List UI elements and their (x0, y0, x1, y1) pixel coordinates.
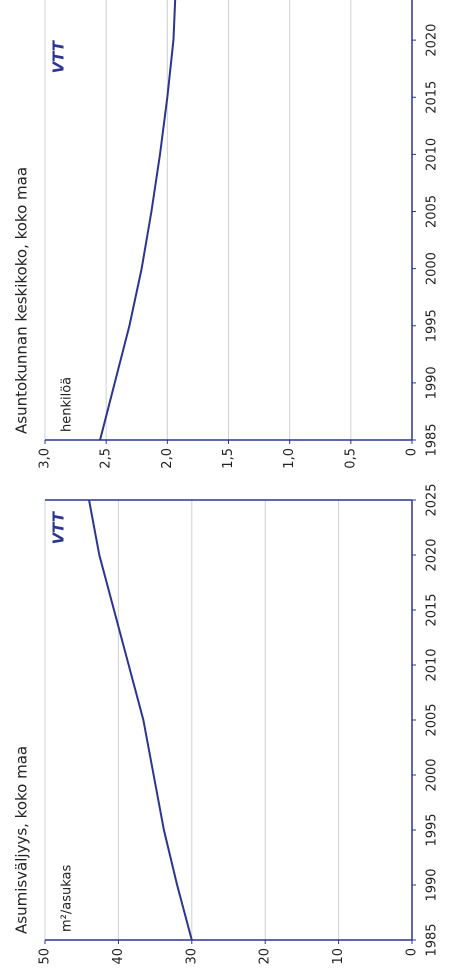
y-tick-label: 0 (405, 448, 420, 456)
logo: VTT (50, 39, 68, 73)
x-tick-label: 2020 (425, 24, 440, 57)
y-tick-label: 30 (184, 948, 199, 965)
line-series (99, 0, 177, 441)
x-tick-label: 1995 (425, 309, 440, 342)
x-tick-label: 1985 (425, 923, 440, 956)
y-tick-label: 20 (258, 948, 273, 965)
y-tick-label: 2,0 (160, 448, 175, 469)
x-tick-label: 2015 (425, 593, 440, 626)
y-tick-label: 3,0 (38, 448, 53, 469)
y-tick-label: 2,5 (99, 448, 114, 469)
x-tick-label: 2000 (425, 252, 440, 285)
x-tick-label: 2010 (425, 648, 440, 681)
x-tick-label: 2000 (425, 758, 440, 791)
y-tick-label: 40 (111, 948, 126, 965)
x-tick-label: 2025 (425, 483, 440, 516)
y-tick-label: 1,0 (282, 448, 297, 469)
x-tick-label: 1990 (425, 366, 440, 399)
x-tick-label: 1985 (425, 423, 440, 456)
x-tick-label: 2010 (425, 138, 440, 171)
y-tick-label: 1,5 (221, 448, 236, 469)
rotated-page: Asumisväljyys, koko maa 0 10 20 30 40 50 1985 19… (13, 0, 440, 965)
y-tick-label: 10 (331, 948, 346, 965)
y-tick-label: 50 (38, 948, 53, 965)
x-tick-label: 2015 (425, 81, 440, 114)
line-series (88, 499, 193, 941)
chart-title: Asumisväljyys, koko maa (13, 746, 31, 934)
y-tick-label: 0,5 (343, 448, 358, 469)
x-tick-label: 2005 (425, 195, 440, 228)
logo: VTT (50, 510, 68, 544)
x-tick-label: 2005 (425, 703, 440, 736)
chart-title: Asuntokunnan keskikoko, koko maa (13, 167, 31, 434)
unit-label: henkilöä (60, 377, 75, 432)
y-tick-label: 0 (405, 948, 420, 956)
x-tick-label: 1995 (425, 813, 440, 846)
x-tick-label: 1990 (425, 868, 440, 901)
x-tick-label: 2020 (425, 538, 440, 571)
unit-label: m²/asukas (60, 865, 75, 932)
